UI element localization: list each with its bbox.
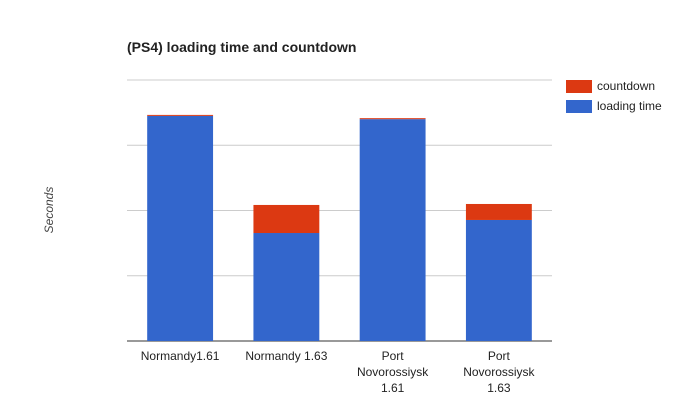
x-tick-label: Port Novorossiysk 1.61 — [356, 349, 429, 395]
x-tick-label: Port Novorossiysk 1.63 — [463, 349, 535, 395]
bar-segment — [253, 233, 320, 341]
legend-label: loading time — [597, 99, 662, 113]
bar-segment — [465, 203, 532, 220]
x-tick-label: Normandy 1.63 — [245, 349, 328, 363]
bar-segment — [147, 114, 214, 116]
bar-segment — [147, 115, 214, 341]
bar-segment — [359, 119, 426, 342]
x-tick-label: Normandy1.61 — [140, 349, 220, 363]
y-axis-label: Seconds — [42, 187, 56, 234]
legend-swatch — [566, 80, 592, 93]
bar-segment — [359, 118, 426, 120]
chart-title: (PS4) loading time and countdown — [127, 39, 356, 55]
bar-segment — [253, 204, 320, 234]
legend-swatch — [566, 100, 592, 113]
bar-segment — [465, 219, 532, 341]
legend-label: countdown — [597, 79, 655, 93]
